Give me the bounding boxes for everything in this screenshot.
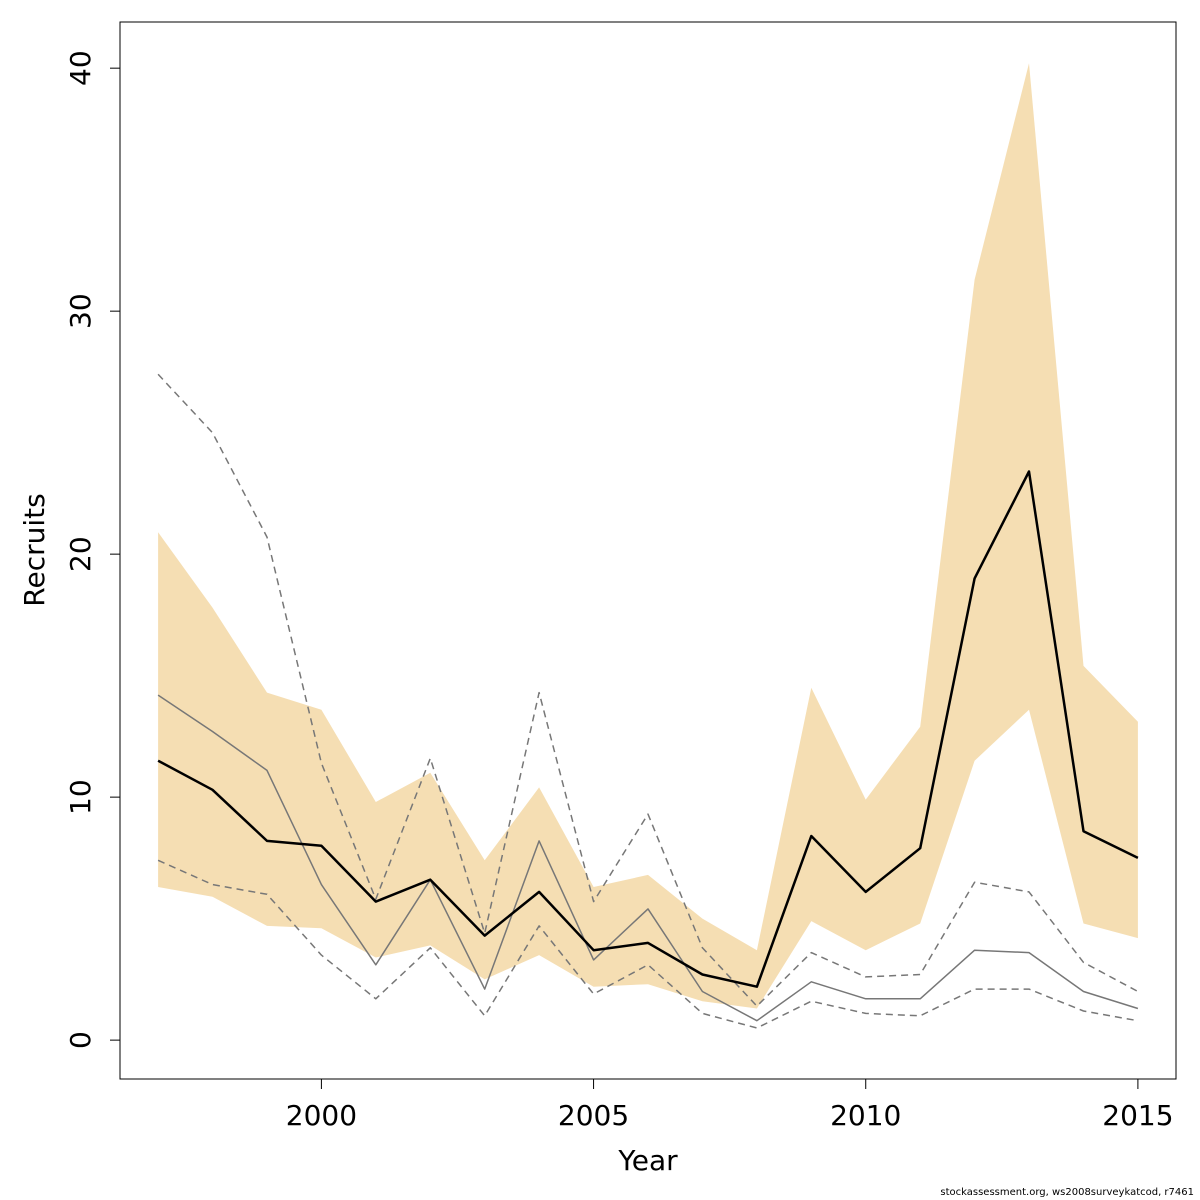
y-tick-label: 30 [64,293,97,329]
x-tick-label: 2005 [558,1099,629,1132]
y-tick-label: 10 [64,779,97,815]
y-tick-label: 0 [64,1031,97,1049]
series-layer [157,373,1139,1029]
y-axis-label: Recruits [18,493,51,606]
x-axis: 2000 2005 2010 2015 [286,1079,1174,1132]
y-axis: 0 10 20 30 40 [64,50,120,1049]
estimate-line [157,470,1139,988]
footer-credit: stockassessment.org, ws2008surveykatcod,… [940,1187,1194,1198]
plot-frame [119,21,1177,1080]
comparison-lower-dashed-line [157,859,1139,1029]
x-tick-label: 2000 [286,1099,357,1132]
x-axis-label: Year [617,1144,678,1177]
x-tick-label: 2010 [830,1099,901,1132]
x-tick-label: 2015 [1102,1099,1173,1132]
confidence-band [158,63,1138,1009]
confidence-band-layer [158,63,1138,1009]
comparison-upper-dashed-line [157,373,1139,1007]
y-tick-label: 20 [64,536,97,572]
y-tick-label: 40 [64,50,97,86]
comparison-line [157,694,1139,1022]
